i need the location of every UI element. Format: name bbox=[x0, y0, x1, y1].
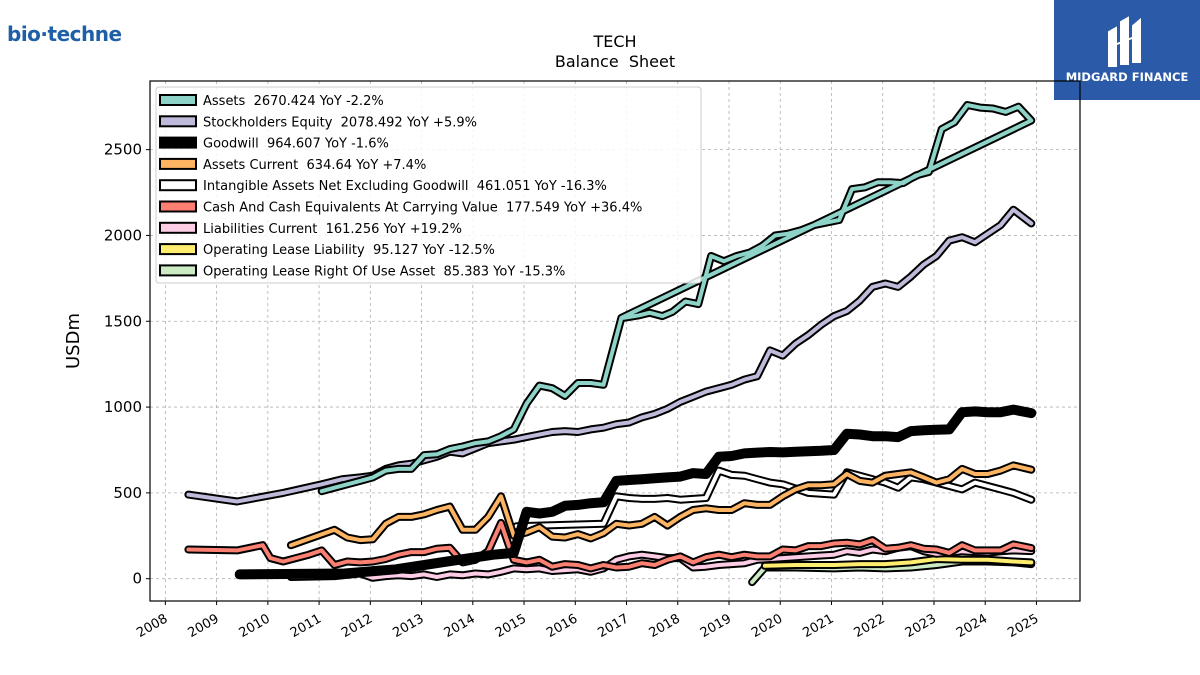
series-line bbox=[762, 557, 1034, 568]
y-tick-label: 500 bbox=[113, 484, 142, 502]
x-tick-label: 2019 bbox=[698, 611, 734, 641]
legend-label: Assets Current 634.64 YoY +7.4% bbox=[203, 158, 426, 173]
y-axis-label: USDm bbox=[63, 313, 84, 369]
legend-label: Intangible Assets Net Excluding Goodwill… bbox=[203, 179, 607, 194]
legend-label: Cash And Cash Equivalents At Carrying Va… bbox=[203, 201, 642, 216]
x-tick-label: 2014 bbox=[442, 611, 478, 641]
series-outline bbox=[234, 404, 1037, 580]
plot-frame bbox=[149, 80, 1081, 602]
x-tick-label: 2023 bbox=[903, 611, 939, 641]
x-tick-label: 2021 bbox=[800, 611, 836, 641]
midgard-logo-text: MIDGARD FINANCE bbox=[1065, 70, 1189, 84]
y-tick-label: 2000 bbox=[104, 226, 142, 244]
legend-box bbox=[155, 86, 702, 284]
y-tick-label: 1000 bbox=[104, 398, 142, 416]
series-lines bbox=[184, 101, 1037, 587]
legend-swatch bbox=[159, 200, 197, 213]
legend-swatch bbox=[159, 94, 197, 106]
x-tick-labels: 2008 2009 2010 2011 2012 2013 2014 2015 2016 2017… bbox=[134, 601, 1041, 641]
biotechne-logo: bio·techne bbox=[7, 22, 122, 46]
x-tick-label: 2015 bbox=[493, 611, 529, 641]
legend-swatch bbox=[159, 136, 197, 149]
legend: Assets 2670.424 YoY -2.2% Stockholders Eq… bbox=[155, 86, 702, 284]
legend-label: Liabilities Current 161.256 YoY +19.2% bbox=[203, 222, 462, 237]
series-line bbox=[186, 520, 1034, 571]
x-tick-label: 2017 bbox=[595, 611, 631, 641]
x-tick-label: 2022 bbox=[852, 611, 888, 641]
series-line bbox=[319, 103, 1034, 494]
x-tick-label: 2020 bbox=[749, 611, 785, 641]
legend-swatch bbox=[159, 179, 197, 192]
x-tick-label: 2009 bbox=[185, 611, 221, 641]
legend-swatch bbox=[159, 157, 197, 170]
legend-label: Stockholders Equity 2078.492 YoY +5.9% bbox=[203, 115, 477, 130]
midgard-finance-logo: MIDGARD FINANCE bbox=[1054, 0, 1200, 100]
x-tick-label: 2010 bbox=[237, 611, 273, 641]
x-tick-label: 2008 bbox=[134, 611, 170, 641]
chart-subtitle: Balance Sheet bbox=[555, 52, 675, 71]
legend-label: Operating Lease Right Of Use Asset 85.38… bbox=[203, 264, 565, 279]
legend-swatch bbox=[159, 221, 197, 234]
y-tick-label: 2500 bbox=[104, 141, 142, 159]
midgard-mark-icon bbox=[1108, 16, 1141, 67]
series-line bbox=[514, 468, 1034, 529]
x-tick-label: 2012 bbox=[339, 611, 375, 641]
legend-label: Goodwill 964.607 YoY -1.6% bbox=[203, 137, 389, 152]
legend-swatch bbox=[159, 115, 197, 128]
legend-swatch bbox=[159, 264, 197, 277]
x-tick-label: 2025 bbox=[1005, 611, 1041, 641]
legend-label: Operating Lease Liability 95.127 YoY -12… bbox=[203, 243, 495, 258]
x-tick-label: 2011 bbox=[288, 611, 324, 641]
y-tick-label: 0 bbox=[132, 570, 142, 588]
y-tick-label: 1500 bbox=[104, 312, 142, 330]
x-tick-label: 2018 bbox=[647, 611, 683, 641]
y-tick-labels: 0 500 1000 1500 2000 2500 bbox=[104, 141, 150, 588]
legend-swatch bbox=[159, 243, 197, 256]
x-tick-label: 2024 bbox=[954, 611, 990, 641]
legend-label: Assets 2670.424 YoY -2.2% bbox=[203, 94, 384, 109]
series-line bbox=[288, 463, 1034, 548]
x-tick-label: 2013 bbox=[390, 611, 426, 641]
x-tick-label: 2016 bbox=[544, 611, 580, 641]
chart-title: TECH bbox=[592, 32, 636, 51]
